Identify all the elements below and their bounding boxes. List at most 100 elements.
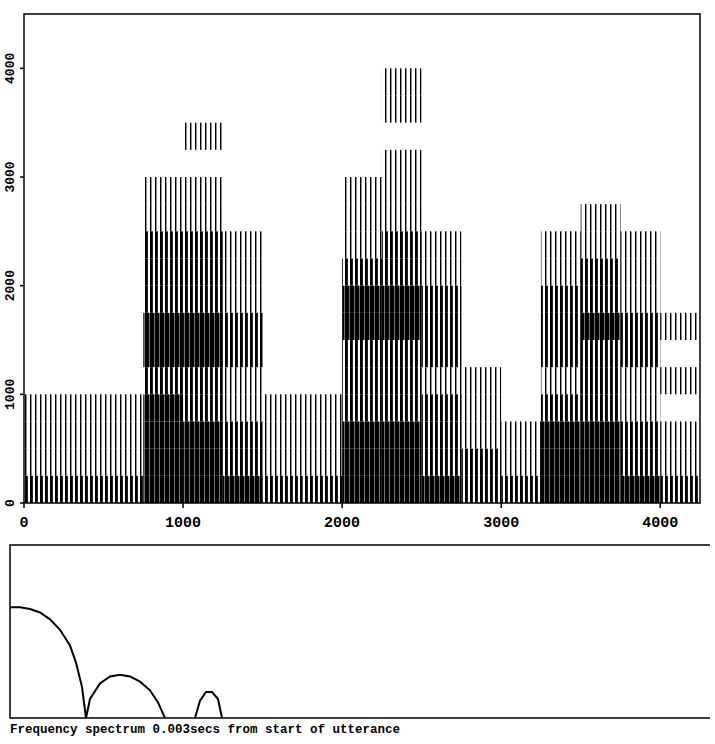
- spectrogram-cell: [223, 14, 263, 41]
- spectrogram-cell: [541, 286, 581, 313]
- spectrogram-cell: [104, 286, 144, 313]
- spectrogram-cell: [461, 422, 501, 449]
- y-tick: [20, 176, 24, 178]
- spectrogram-cell: [541, 123, 581, 150]
- spectrogram-cell: [620, 150, 660, 177]
- spectrogram-cell: [422, 14, 462, 41]
- spectrogram-cell: [143, 68, 183, 95]
- spectrogram-cell: [183, 340, 223, 367]
- spectrogram-cell: [104, 394, 144, 421]
- spectrogram-cell: [302, 313, 342, 340]
- spectrogram-cell: [143, 123, 183, 150]
- spectrogram-cell: [24, 41, 64, 68]
- spectrogram-cell: [422, 96, 462, 123]
- spectrogram-cell: [660, 394, 700, 421]
- spectrogram-cell: [263, 68, 303, 95]
- spectrogram-cell: [660, 96, 700, 123]
- spectrogram-cell: [620, 367, 660, 394]
- spectrogram-cell: [382, 204, 422, 231]
- spectrogram-cell: [620, 204, 660, 231]
- spectrogram-cell: [581, 476, 621, 503]
- spectrogram-cell: [581, 367, 621, 394]
- spectrogram-cell: [24, 68, 64, 95]
- spectrogram-cell: [581, 286, 621, 313]
- spectrogram-cell: [24, 231, 64, 258]
- spectrogram-cell: [143, 449, 183, 476]
- spectrogram-cell: [143, 41, 183, 68]
- spectrogram-cell: [24, 476, 64, 503]
- spectrogram-cell: [382, 96, 422, 123]
- spectrogram-cell: [263, 367, 303, 394]
- spectrogram-cell: [143, 231, 183, 258]
- y-tick-label: 3000: [3, 161, 18, 192]
- spectrogram-cell: [620, 41, 660, 68]
- spectrogram-cell: [263, 14, 303, 41]
- spectrogram-cell: [422, 367, 462, 394]
- spectrogram-cell: [620, 422, 660, 449]
- spectrogram-cell: [143, 476, 183, 503]
- spectrogram-cell: [581, 68, 621, 95]
- spectrogram-cell: [422, 313, 462, 340]
- y-tick-label: 2000: [3, 270, 18, 301]
- spectrogram-cell: [223, 204, 263, 231]
- spectrogram-cell: [24, 367, 64, 394]
- spectrogram-cell: [223, 259, 263, 286]
- spectrogram-cell: [302, 150, 342, 177]
- spectrogram-cell: [541, 449, 581, 476]
- spectrogram-cell: [24, 313, 64, 340]
- spectrogram-cell: [620, 286, 660, 313]
- spectrogram-cell: [461, 367, 501, 394]
- spectrogram-cell: [342, 231, 382, 258]
- spectrogram-cell: [541, 259, 581, 286]
- spectrogram-cell: [64, 422, 104, 449]
- spectrogram-cell: [620, 231, 660, 258]
- spectrogram-cell: [263, 313, 303, 340]
- spectrogram-cell: [342, 476, 382, 503]
- spectrogram-cell: [302, 259, 342, 286]
- spectrogram-cell: [183, 177, 223, 204]
- y-tick-label: 1000: [3, 379, 18, 410]
- spectrogram-cell: [581, 422, 621, 449]
- spectrogram-cell: [342, 422, 382, 449]
- spectrogram-cell: [302, 422, 342, 449]
- spectrogram-cell: [24, 449, 64, 476]
- spectrogram-cell: [342, 14, 382, 41]
- spectrogram-cell: [183, 123, 223, 150]
- spectrogram-cell: [660, 204, 700, 231]
- spectrogram-cell: [104, 204, 144, 231]
- spectrogram-cell: [660, 313, 700, 340]
- spectrogram-cell: [382, 177, 422, 204]
- spectrogram-cell: [143, 177, 183, 204]
- spectrogram-cell: [461, 394, 501, 421]
- spectrogram-cell: [302, 41, 342, 68]
- spectrogram-cell: [143, 96, 183, 123]
- spectrogram-cell: [302, 286, 342, 313]
- spectrogram-cell: [501, 394, 541, 421]
- spectrogram-cell: [620, 476, 660, 503]
- spectrogram-cell: [461, 96, 501, 123]
- spectrogram-cell: [422, 204, 462, 231]
- spectrogram-cell: [302, 96, 342, 123]
- spectrogram-cell: [302, 123, 342, 150]
- spectrogram-cell: [461, 41, 501, 68]
- spectrogram-cell: [64, 394, 104, 421]
- spectrogram-cell: [541, 340, 581, 367]
- spectrogram-cell: [342, 96, 382, 123]
- spectrogram-cell: [24, 150, 64, 177]
- spectrogram-cell: [64, 340, 104, 367]
- spectrogram-cell: [422, 259, 462, 286]
- spectrogram-cell: [620, 14, 660, 41]
- spectrogram-cell: [620, 96, 660, 123]
- spectrogram-cell: [183, 367, 223, 394]
- spectrogram-cell: [382, 422, 422, 449]
- x-tick-label: 2000: [324, 515, 360, 532]
- spectrogram-cell: [302, 394, 342, 421]
- spectrogram-cell: [620, 313, 660, 340]
- spectrogram-cell: [541, 367, 581, 394]
- spectrogram-cell: [382, 313, 422, 340]
- y-tick: [20, 68, 24, 70]
- y-tick-label: 4000: [3, 53, 18, 84]
- spectrogram-cell: [64, 286, 104, 313]
- spectrogram-cell: [64, 41, 104, 68]
- spectrogram-cell: [302, 177, 342, 204]
